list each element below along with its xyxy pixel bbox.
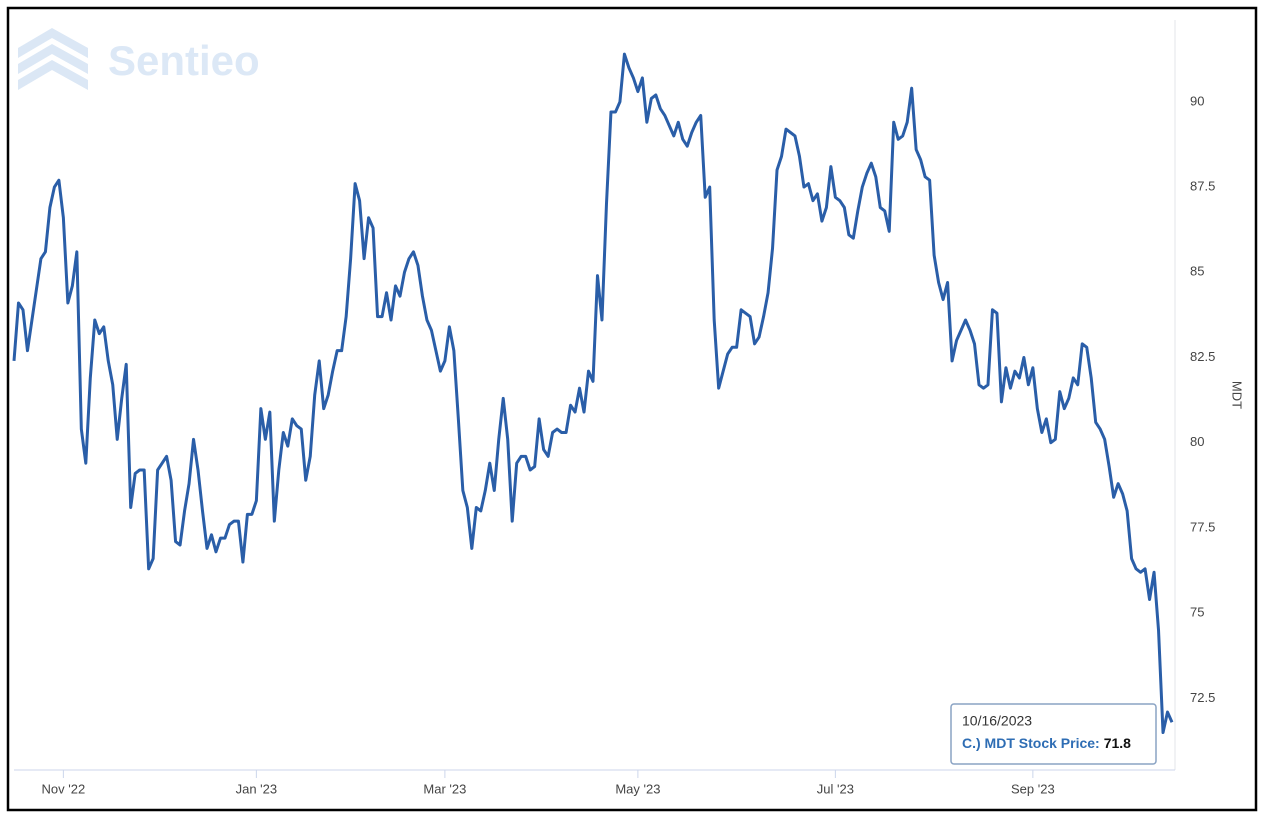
frame [6,6,1258,812]
y-tick-label: 75 [1190,605,1204,620]
tooltip-value: 71.8 [1104,735,1131,751]
y-tick-label: 80 [1190,434,1204,449]
y-tick-label: 72.5 [1190,690,1215,705]
tooltip-label: C.) MDT Stock Price: [962,735,1100,751]
x-tick-label: Sep '23 [1011,781,1055,796]
x-tick-label: Jul '23 [817,781,854,796]
x-tick-label: Mar '23 [423,781,466,796]
y-tick-label: 87.5 [1190,178,1215,193]
y-axis-label: MDT [1230,381,1245,409]
tooltip-line: C.) MDT Stock Price: 71.8 [962,735,1131,751]
x-tick-label: May '23 [615,781,660,796]
y-tick-label: 90 [1190,93,1204,108]
tooltip-date: 10/16/2023 [962,713,1032,729]
y-tick-label: 77.5 [1190,519,1215,534]
x-tick-label: Nov '22 [42,781,86,796]
watermark: Sentieo [108,37,260,84]
y-tick-label: 82.5 [1190,349,1215,364]
tooltip: 10/16/2023 C.) MDT Stock Price: 71.8 [950,703,1157,765]
logo [18,28,88,90]
x-tick-label: Jan '23 [236,781,278,796]
price-line [12,52,1174,734]
tooltip-box [950,703,1157,765]
y-tick-label: 85 [1190,264,1204,279]
